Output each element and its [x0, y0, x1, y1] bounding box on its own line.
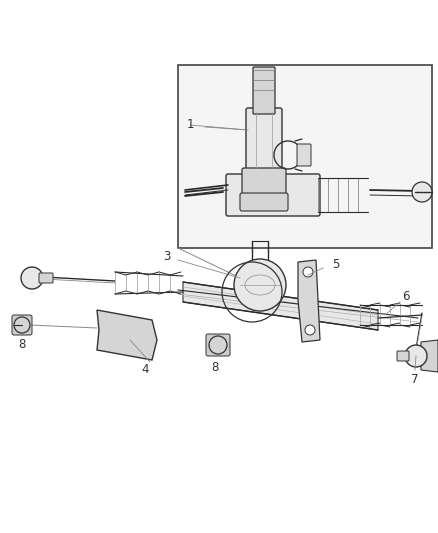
FancyBboxPatch shape [396, 351, 408, 361]
Circle shape [14, 317, 30, 333]
FancyBboxPatch shape [226, 174, 319, 216]
FancyBboxPatch shape [205, 334, 230, 356]
Bar [177, 65, 431, 248]
Circle shape [233, 259, 285, 311]
FancyBboxPatch shape [12, 315, 32, 335]
FancyBboxPatch shape [245, 108, 281, 202]
Text: 3: 3 [163, 249, 170, 262]
Text: 6: 6 [401, 289, 409, 303]
Circle shape [404, 345, 426, 367]
FancyBboxPatch shape [240, 193, 287, 211]
Circle shape [21, 267, 43, 289]
Polygon shape [297, 260, 319, 342]
Text: 8: 8 [211, 361, 218, 375]
FancyBboxPatch shape [241, 168, 285, 194]
Polygon shape [97, 310, 157, 360]
Circle shape [411, 182, 431, 202]
Text: 4: 4 [141, 364, 148, 376]
FancyBboxPatch shape [252, 67, 274, 114]
Text: 5: 5 [332, 257, 339, 271]
Circle shape [208, 336, 226, 354]
Circle shape [302, 267, 312, 277]
Polygon shape [183, 282, 377, 330]
Text: 8: 8 [18, 338, 26, 351]
Text: 1: 1 [186, 117, 193, 131]
Polygon shape [420, 340, 437, 372]
FancyBboxPatch shape [39, 273, 53, 283]
Circle shape [304, 325, 314, 335]
FancyBboxPatch shape [297, 144, 310, 166]
Text: 7: 7 [410, 374, 418, 386]
